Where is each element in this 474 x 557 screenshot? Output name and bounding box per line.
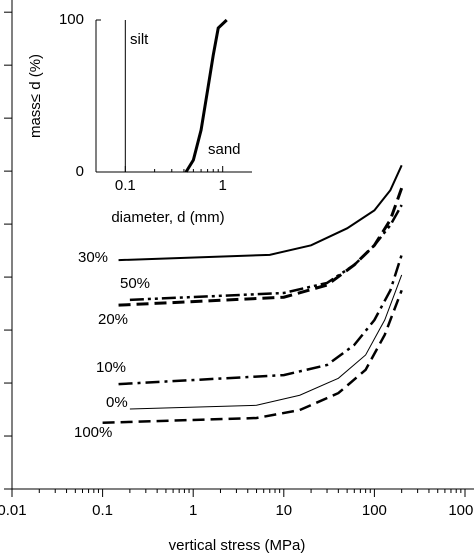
- series-label: 100%: [74, 424, 112, 441]
- series-label: 0%: [106, 394, 128, 411]
- x-axis-label: vertical stress (MPa): [169, 537, 306, 554]
- x-tick-label: 0.1: [92, 502, 113, 519]
- annotation: sand: [208, 141, 241, 158]
- y-tick-label: 0: [76, 163, 84, 180]
- series-line: [129, 274, 403, 410]
- series-line: [118, 187, 404, 307]
- series-line: [118, 254, 403, 386]
- x-tick-label: 1: [219, 177, 227, 194]
- x-tick-label: 10: [275, 502, 292, 519]
- x-tick-label: 1: [189, 502, 197, 519]
- series-line: [102, 289, 403, 425]
- series-label: 50%: [120, 275, 150, 292]
- x-tick-label: 0.01: [0, 502, 27, 519]
- series-label: 30%: [78, 249, 108, 266]
- series-label: 10%: [96, 359, 126, 376]
- inset-y-label: mass≤ d (%): [27, 54, 44, 138]
- inset-x-label: diameter, d (mm): [111, 209, 224, 226]
- x-tick-label: 0.1: [115, 177, 136, 194]
- annotation: silt: [130, 31, 149, 48]
- x-tick-label: 100: [362, 502, 387, 519]
- x-tick-label: 1000: [448, 502, 474, 519]
- series-label: 20%: [98, 311, 128, 328]
- series-line: [184, 18, 228, 173]
- series-line: [118, 164, 403, 262]
- y-tick-label: 100: [59, 11, 84, 28]
